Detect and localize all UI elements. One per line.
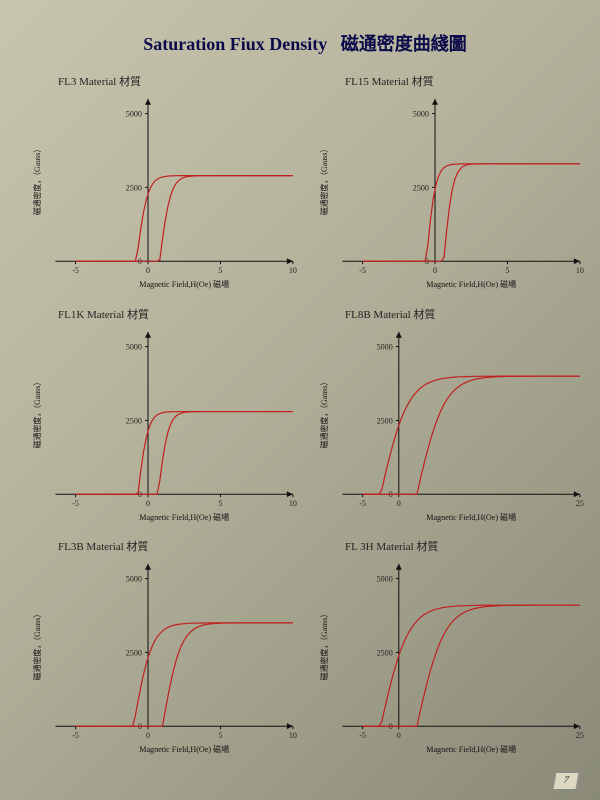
y-tick-label: 5000: [377, 575, 393, 584]
chart-panel-fl3b: FL3B Material 材質025005000-50510磁通密度，（Gau…: [20, 536, 303, 761]
x-tick-label: 10: [289, 731, 297, 740]
x-tick-label: 10: [289, 499, 297, 508]
x-axis-label: Magnetic Field,H(Oe) 磁場: [426, 512, 516, 522]
x-tick-label: 10: [576, 266, 584, 275]
x-axis-label: Magnetic Field,H(Oe) 磁場: [139, 279, 229, 289]
x-tick-label: -5: [359, 499, 366, 508]
y-tick-label: 5000: [126, 110, 142, 119]
x-tick-label: 0: [146, 266, 150, 275]
chart-panel-fl3: FL3 Material 材質025005000-50510磁通密度，（Gaus…: [20, 71, 303, 296]
x-axis-label: Magnetic Field,H(Oe) 磁場: [139, 512, 229, 522]
chart-panel-fl15: FL15 Material 材質025005000-50510磁通密度，（Gau…: [307, 71, 590, 296]
y-tick-label: 2500: [126, 416, 142, 425]
saturation-curve: [76, 623, 293, 726]
chart-title: FL3B Material 材質: [58, 538, 148, 554]
x-tick-label: 10: [289, 266, 297, 275]
y-tick-label: 2500: [126, 183, 142, 192]
chart-svg: 025005000-5025磁通密度，（Gauss）Magnetic Field…: [307, 322, 590, 529]
x-tick-label: -5: [72, 731, 79, 740]
y-axis-label: 磁通密度，（Gauss）: [32, 378, 42, 448]
saturation-curve: [76, 623, 293, 726]
chart-panel-fl8b: FL8B Material 材質025005000-5025磁通密度，（Gaus…: [307, 304, 590, 529]
chart-svg: 025005000-5025磁通密度，（Gauss）Magnetic Field…: [307, 554, 590, 761]
y-axis-label: 磁通密度，（Gauss）: [32, 145, 42, 215]
y-tick-label: 2500: [377, 416, 393, 425]
saturation-curve: [76, 176, 293, 262]
x-tick-label: -5: [72, 266, 79, 275]
y-tick-label: 5000: [377, 342, 393, 351]
chart-title: FL3 Material 材質: [58, 73, 141, 89]
saturation-curve: [363, 164, 580, 261]
chart-panel-fl3h: FL 3H Material 材質025005000-5025磁通密度，（Gau…: [307, 536, 590, 761]
x-tick-label: 5: [218, 266, 222, 275]
x-tick-label: 0: [433, 266, 437, 275]
title-english: Saturation Fiux Density: [143, 34, 327, 54]
chart-title: FL 3H Material 材質: [345, 538, 438, 554]
x-tick-label: 0: [397, 499, 401, 508]
chart-svg: 025005000-50510磁通密度，（Gauss）Magnetic Fiel…: [20, 554, 303, 761]
saturation-curve: [363, 606, 580, 727]
x-tick-label: 5: [218, 731, 222, 740]
y-tick-label: 5000: [126, 575, 142, 584]
y-axis-label: 磁通密度，（Gauss）: [319, 145, 329, 215]
saturation-curve: [76, 411, 293, 494]
x-tick-label: 5: [505, 266, 509, 275]
saturation-curve: [76, 411, 293, 494]
x-tick-label: 25: [576, 499, 584, 508]
chart-title: FL15 Material 材質: [345, 73, 434, 89]
y-tick-label: 5000: [413, 110, 429, 119]
saturation-curve: [363, 164, 580, 261]
chart-svg: 025005000-50510磁通密度，（Gauss）Magnetic Fiel…: [20, 322, 303, 529]
chart-title: FL1K Material 材質: [58, 306, 149, 322]
x-tick-label: 0: [146, 731, 150, 740]
x-axis-label: Magnetic Field,H(Oe) 磁場: [139, 744, 229, 754]
title-cjk: 磁通密度曲綫圖: [341, 34, 467, 54]
y-axis-label: 磁通密度，（Gauss）: [319, 610, 329, 680]
x-tick-label: -5: [359, 731, 366, 740]
page-title: Saturation Fiux Density 磁通密度曲綫圖: [20, 30, 590, 56]
document-page: Saturation Fiux Density 磁通密度曲綫圖 FL3 Mate…: [0, 0, 600, 800]
chart-svg: 025005000-50510磁通密度，（Gauss）Magnetic Fiel…: [307, 89, 590, 296]
y-tick-label: 2500: [126, 649, 142, 658]
y-tick-label: 2500: [413, 183, 429, 192]
chart-svg: 025005000-50510磁通密度，（Gauss）Magnetic Fiel…: [20, 89, 303, 296]
saturation-curve: [76, 176, 293, 262]
x-axis-label: Magnetic Field,H(Oe) 磁場: [426, 744, 516, 754]
saturation-curve: [363, 376, 580, 494]
x-tick-label: 25: [576, 731, 584, 740]
x-axis-label: Magnetic Field,H(Oe) 磁場: [426, 279, 516, 289]
y-tick-label: 2500: [377, 649, 393, 658]
x-tick-label: -5: [72, 499, 79, 508]
x-tick-label: 0: [146, 499, 150, 508]
chart-title: FL8B Material 材質: [345, 306, 435, 322]
x-tick-label: 0: [397, 731, 401, 740]
y-axis-label: 磁通密度，（Gauss）: [32, 610, 42, 680]
y-tick-label: 5000: [126, 342, 142, 351]
x-tick-label: 5: [218, 499, 222, 508]
chart-panel-fl1k: FL1K Material 材質025005000-50510磁通密度，（Gau…: [20, 304, 303, 529]
x-tick-label: -5: [359, 266, 366, 275]
chart-grid: FL3 Material 材質025005000-50510磁通密度，（Gaus…: [20, 71, 590, 761]
page-number: 7: [552, 772, 579, 790]
y-axis-label: 磁通密度，（Gauss）: [319, 378, 329, 448]
